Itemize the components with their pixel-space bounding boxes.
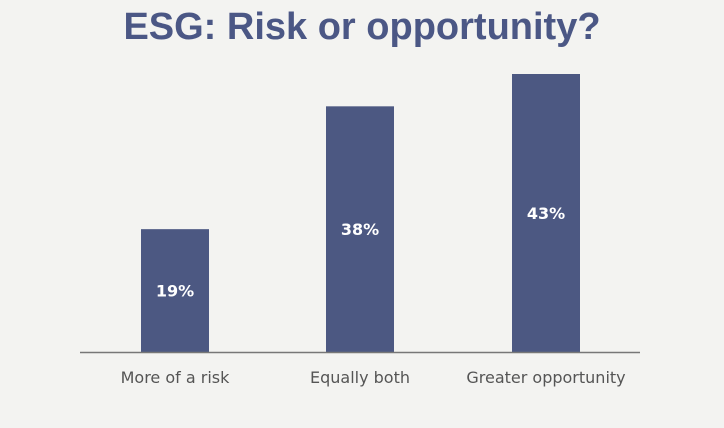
bar xyxy=(326,106,394,352)
category-label: More of a risk xyxy=(121,368,231,387)
bar xyxy=(141,229,209,352)
data-label: 19% xyxy=(156,282,194,301)
data-label: 43% xyxy=(527,204,565,223)
chart-title: ESG: Risk or opportunity? xyxy=(123,6,601,48)
bar xyxy=(512,74,580,352)
category-label: Equally both xyxy=(310,368,410,387)
data-label: 38% xyxy=(341,220,379,239)
category-label: Greater opportunity xyxy=(466,368,625,387)
